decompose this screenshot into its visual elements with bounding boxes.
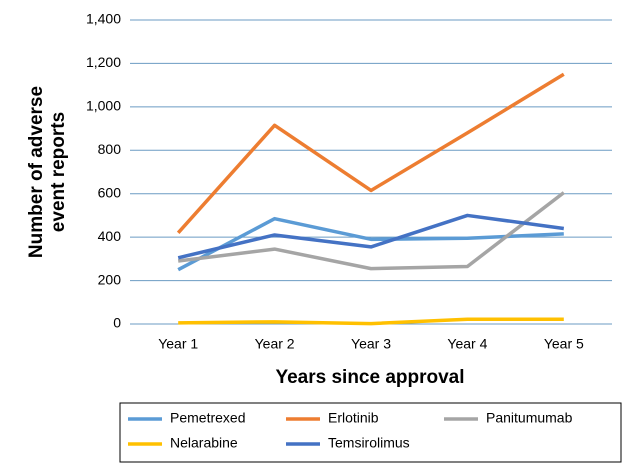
legend-label: Pemetrexed — [170, 410, 245, 426]
series-line — [177, 213, 565, 260]
legend-box — [119, 402, 622, 463]
series-line — [177, 216, 564, 272]
y-tick-label: 0 — [113, 315, 121, 331]
x-tick-label: Year 4 — [447, 336, 487, 352]
y-tick-label: 600 — [98, 184, 122, 200]
legend-label: Temsirolimus — [328, 435, 410, 451]
legend-label: Panitumumab — [486, 410, 573, 426]
x-tick-label: Year 3 — [351, 336, 391, 352]
legend-label: Erlotinib — [328, 410, 379, 426]
y-tick-label: 800 — [98, 141, 122, 157]
y-tick-label: 1,000 — [86, 98, 121, 114]
series-line — [176, 72, 565, 234]
y-tick-label: 400 — [98, 228, 122, 244]
x-tick-label: Year 1 — [158, 336, 198, 352]
x-tick-label: Year 5 — [544, 336, 584, 352]
y-axis-title: Number of adverseevent reports — [26, 86, 69, 258]
series-line — [178, 317, 564, 326]
x-axis-title: Years since approval — [275, 367, 464, 388]
x-tick-label: Year 2 — [255, 336, 295, 352]
legend-label: Nelarabine — [170, 435, 238, 451]
y-tick-label: 1,400 — [86, 11, 121, 27]
series-line — [177, 191, 565, 271]
y-tick-label: 1,200 — [86, 54, 121, 70]
y-tick-label: 200 — [98, 271, 122, 287]
